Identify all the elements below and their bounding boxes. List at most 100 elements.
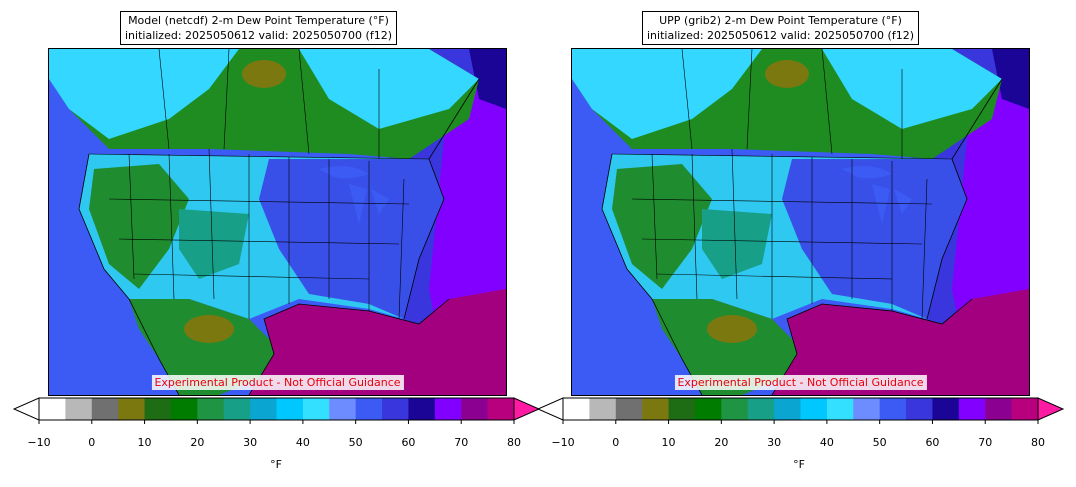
colorbar-tick-label: −10 [551, 436, 575, 449]
great-lake-superior [842, 165, 892, 179]
colorbar-under-arrow [12, 397, 40, 421]
colorbar-tick-label: 70 [454, 436, 469, 449]
colorbar-graphic [536, 397, 1065, 424]
colorbar-bin [642, 398, 670, 420]
great-lake-huron [894, 189, 912, 214]
western-us-dry [89, 164, 189, 289]
colorbar-bin [329, 398, 357, 420]
colorbar [536, 397, 1065, 432]
colorbar-tick-label: −10 [27, 436, 51, 449]
colorbar-bin [879, 398, 907, 420]
boundary-line [651, 153, 658, 280]
colorbar-tick-label: 10 [137, 436, 152, 449]
boundary-line [118, 238, 400, 245]
colorbar-tick-label: 20 [190, 436, 205, 449]
coastline [78, 78, 480, 395]
colorbar-over-arrow [513, 397, 541, 421]
labrador-sea [992, 49, 1029, 109]
dew-point-map [572, 49, 1029, 395]
colorbar-tick-label: 70 [978, 436, 993, 449]
canada-east-cyan [822, 49, 1002, 129]
colorbar-bin [932, 398, 960, 420]
boundary-line [821, 49, 833, 155]
gulf-of-mexico [772, 289, 1029, 395]
canada-west-cyan [49, 49, 239, 139]
colorbar-tick-label: 30 [767, 436, 782, 449]
coastline [601, 78, 1003, 395]
colorbar-tick-label: 0 [88, 436, 96, 449]
boundary-line [631, 198, 933, 205]
colorbar-over-arrow [1037, 397, 1065, 421]
title-line2: initialized: 2025050612 valid: 202505070… [125, 29, 392, 42]
state-boundaries [88, 49, 430, 320]
canada-east-cyan [299, 49, 479, 129]
colorbar-bin [615, 398, 643, 420]
colorbar-tick-label: 50 [872, 436, 887, 449]
boundary-line [746, 49, 753, 150]
dew-point-map [49, 49, 506, 395]
colorbar-bin [668, 398, 696, 420]
colorbar-bin [302, 398, 330, 420]
colorbar-tick-label: 60 [401, 436, 416, 449]
colorbar-bin [563, 398, 590, 420]
colorbar-bin [276, 398, 304, 420]
mexico-dry-patch [707, 315, 757, 343]
boundary-line [128, 153, 135, 280]
great-lake-michigan [349, 184, 367, 224]
great-lake-michigan [872, 184, 890, 224]
canada-dry-patch [242, 60, 286, 88]
great-lake-superior [319, 165, 369, 179]
colorbar-unit-label: °F [270, 458, 282, 471]
great-lake-huron [371, 189, 389, 214]
colorbar-bin [170, 398, 198, 420]
colorbar-outline [38, 397, 515, 421]
boundary-line [641, 238, 923, 245]
boundary-line [298, 49, 310, 155]
panel-right: UPP (grib2) 2-m Dew Point Temperature (°… [536, 0, 1076, 487]
boundary-line [681, 49, 693, 150]
colorbar-tick-label: 30 [243, 436, 258, 449]
colorbar [12, 397, 541, 432]
panel-title: UPP (grib2) 2-m Dew Point Temperature (°… [642, 11, 919, 45]
colorbar-graphic [12, 397, 541, 424]
colorbar-outline [562, 397, 1039, 421]
boundary-line [731, 148, 738, 300]
colorbar-bin [1011, 398, 1039, 420]
colorbar-bin [800, 398, 828, 420]
colorbar-bin [721, 398, 749, 420]
colorbar-bin [774, 398, 801, 420]
colorbar-bin [250, 398, 277, 420]
colorbar-bin [958, 398, 986, 420]
colorbar-tick-label: 50 [348, 436, 363, 449]
boundary-line [88, 153, 430, 160]
title-line2: initialized: 2025050612 valid: 202505070… [647, 29, 914, 42]
boundary-line [223, 49, 230, 150]
colorbar-bin [65, 398, 93, 420]
colorbar-bin [826, 398, 854, 420]
colorbar-tick-label: 20 [714, 436, 729, 449]
title-line1: Model (netcdf) 2-m Dew Point Temperature… [128, 14, 389, 27]
colorbar-tick-label: 60 [925, 436, 940, 449]
title-line1: UPP (grib2) 2-m Dew Point Temperature (°… [659, 14, 902, 27]
disclaimer-label: Experimental Product - Not Official Guid… [674, 375, 927, 390]
colorbar-bin [39, 398, 66, 420]
boundary-line [108, 198, 410, 205]
colorbar-bin [985, 398, 1013, 420]
boundary-line [611, 153, 953, 160]
mexico-dry-patch [184, 315, 234, 343]
map-right: Experimental Product - Not Official Guid… [571, 48, 1030, 396]
colorbar-bin [355, 398, 383, 420]
colorbar-bin [408, 398, 436, 420]
colorbar-tick-label: 0 [612, 436, 620, 449]
colorbar-bin [694, 398, 722, 420]
colorbar-under-arrow [536, 397, 564, 421]
colorbar-bin [91, 398, 119, 420]
gulf-of-mexico [249, 289, 506, 395]
colorbar-tick-label: 40 [295, 436, 310, 449]
boundary-line [691, 153, 698, 300]
colorbar-tick-label: 80 [507, 436, 521, 449]
colorbar-bin [747, 398, 775, 420]
colorbar-tick-label: 80 [1031, 436, 1045, 449]
mexico-region [652, 299, 802, 395]
colorbar-bin [118, 398, 146, 420]
